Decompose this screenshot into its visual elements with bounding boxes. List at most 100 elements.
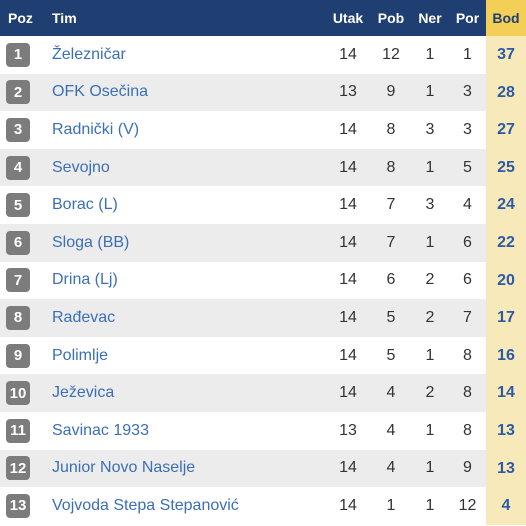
draws-cell: 1: [425, 346, 435, 364]
losses-cell: 9: [463, 459, 472, 477]
team-name-link[interactable]: Drina (Lj): [52, 271, 118, 289]
position-badge: 6: [6, 230, 30, 255]
team-name-link[interactable]: Železničar: [52, 45, 126, 63]
wins-cell: 1: [386, 496, 396, 514]
position-cell: 1: [0, 42, 48, 67]
losses-cell: 1: [463, 45, 472, 63]
team-name-link[interactable]: Sevojno: [52, 158, 110, 176]
header-ner[interactable]: Ner: [418, 10, 442, 26]
table-row[interactable]: 1 Železničar 14 12 1 1 37: [0, 36, 526, 74]
points-cell: 13: [486, 449, 526, 488]
table-row[interactable]: 9 Polimlje 14 5 1 8 16: [0, 336, 526, 375]
wins-cell: 7: [386, 196, 396, 214]
wins-cell: 8: [386, 158, 396, 176]
losses-cell: 8: [463, 384, 472, 402]
table-row[interactable]: 12 Junior Novo Naselje 14 4 1 9 13: [0, 449, 526, 488]
header-poz[interactable]: Poz: [8, 10, 33, 26]
draws-cell: 1: [425, 459, 435, 477]
losses-cell: 8: [463, 346, 472, 364]
position-cell: 12: [0, 456, 48, 481]
wins-cell: 12: [382, 45, 400, 63]
header-utak[interactable]: Utak: [332, 10, 364, 26]
header-pob[interactable]: Pob: [377, 10, 405, 26]
team-name-link[interactable]: OFK Osečina: [52, 83, 149, 101]
table-header: Poz Tim Utak Pob Ner Por Bod: [0, 0, 526, 36]
points-cell: 22: [486, 223, 526, 262]
team-name-link[interactable]: Radnički (V): [52, 120, 140, 138]
table-row[interactable]: 11 Savinac 1933 13 4 1 8 13: [0, 411, 526, 450]
position-cell: 10: [0, 381, 48, 406]
draws-cell: 2: [425, 308, 435, 326]
points-cell: 28: [486, 73, 526, 112]
draws-cell: 1: [425, 83, 435, 101]
position-cell: 8: [0, 305, 48, 330]
team-name-link[interactable]: Junior Novo Naselje: [52, 459, 196, 477]
table-row[interactable]: 7 Drina (Lj) 14 6 2 6 20: [0, 261, 526, 300]
games-played-cell: 14: [339, 196, 357, 214]
position-badge: 12: [6, 456, 30, 481]
wins-cell: 8: [386, 120, 396, 138]
table-row[interactable]: 5 Borac (L) 14 7 3 4 24: [0, 186, 526, 224]
losses-cell: 4: [463, 196, 472, 214]
points-cell: 25: [486, 148, 526, 187]
draws-cell: 3: [425, 196, 435, 214]
points-cell: 4: [486, 487, 526, 525]
losses-cell: 5: [463, 158, 472, 176]
losses-cell: 3: [463, 83, 472, 101]
draws-cell: 1: [425, 496, 435, 514]
wins-cell: 5: [386, 346, 396, 364]
losses-cell: 7: [463, 308, 472, 326]
wins-cell: 4: [386, 421, 396, 439]
table-row[interactable]: 2 OFK Osečina 13 9 1 3 28: [0, 73, 526, 112]
team-name-link[interactable]: Polimlje: [52, 346, 109, 364]
games-played-cell: 14: [339, 120, 357, 138]
games-played-cell: 13: [339, 83, 357, 101]
points-cell: 17: [486, 299, 526, 337]
table-row[interactable]: 13 Vojvoda Stepa Stepanović 14 1 1 12 4: [0, 487, 526, 525]
points-cell: 27: [486, 111, 526, 149]
header-tim[interactable]: Tim: [52, 10, 77, 26]
table-row[interactable]: 3 Radnički (V) 14 8 3 3 27: [0, 111, 526, 149]
header-por[interactable]: Por: [455, 10, 480, 26]
points-cell: 24: [486, 186, 526, 224]
losses-cell: 3: [463, 120, 472, 138]
losses-cell: 6: [463, 233, 472, 251]
team-name-link[interactable]: Rađevac: [52, 308, 116, 326]
team-name-link[interactable]: Vojvoda Stepa Stepanović: [52, 496, 239, 514]
table-row[interactable]: 6 Sloga (BB) 14 7 1 6 22: [0, 223, 526, 262]
draws-cell: 2: [425, 384, 435, 402]
wins-cell: 4: [386, 459, 396, 477]
position-badge: 9: [6, 343, 30, 368]
draws-cell: 1: [425, 421, 435, 439]
losses-cell: 6: [463, 271, 472, 289]
position-cell: 13: [0, 493, 48, 518]
losses-cell: 8: [463, 421, 472, 439]
wins-cell: 7: [386, 233, 396, 251]
position-cell: 7: [0, 268, 48, 293]
points-cell: 16: [486, 336, 526, 375]
team-name-link[interactable]: Ježevica: [52, 384, 115, 402]
position-cell: 5: [0, 193, 48, 218]
position-cell: 2: [0, 80, 48, 105]
team-name-link[interactable]: Borac (L): [52, 196, 118, 214]
position-badge: 5: [6, 193, 30, 218]
draws-cell: 1: [425, 158, 435, 176]
position-cell: 4: [0, 155, 48, 180]
table-body: 1 Železničar 14 12 1 1 37 2 OFK Osečina 13 9 1 3 28 3 R…: [0, 36, 526, 525]
position-badge: 10: [6, 381, 30, 406]
table-row[interactable]: 10 Ježevica 14 4 2 8 14: [0, 374, 526, 412]
team-name-link[interactable]: Savinac 1933: [52, 421, 149, 439]
header-bod[interactable]: Bod: [486, 0, 526, 36]
points-cell: 13: [486, 411, 526, 450]
team-name-link[interactable]: Sloga (BB): [52, 233, 130, 251]
position-badge: 7: [6, 268, 30, 293]
points-cell: 14: [486, 374, 526, 412]
games-played-cell: 14: [339, 459, 357, 477]
position-badge: 8: [6, 305, 30, 330]
wins-cell: 5: [386, 308, 396, 326]
table-row[interactable]: 4 Sevojno 14 8 1 5 25: [0, 148, 526, 187]
games-played-cell: 14: [339, 308, 357, 326]
table-row[interactable]: 8 Rađevac 14 5 2 7 17: [0, 299, 526, 337]
wins-cell: 6: [386, 271, 396, 289]
